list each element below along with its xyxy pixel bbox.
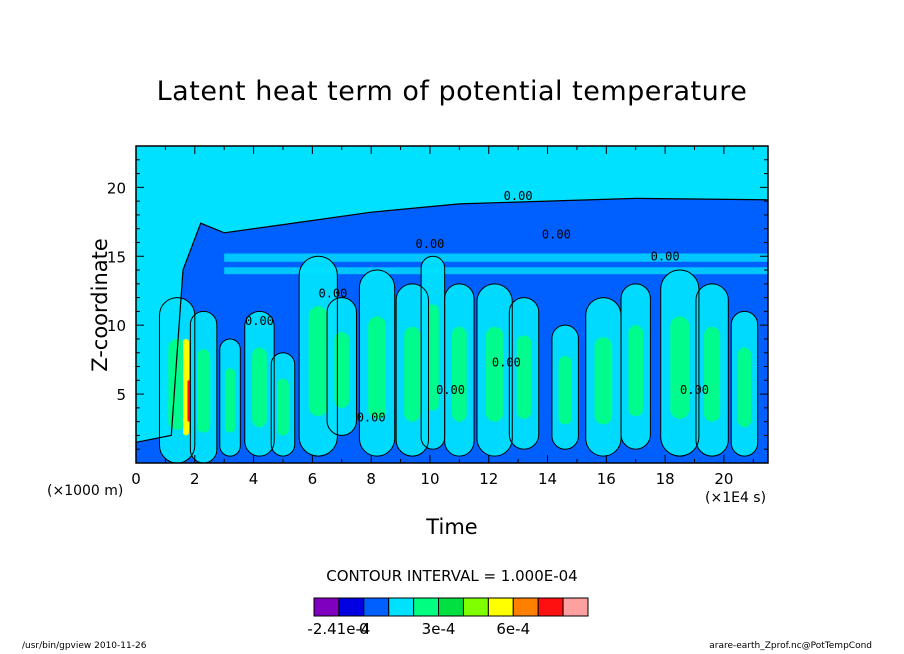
colorbar-label: 6e-4 bbox=[496, 620, 530, 638]
colorbar-swatch bbox=[512, 597, 539, 617]
contour-line bbox=[358, 269, 396, 457]
colorbar-swatch bbox=[413, 597, 440, 617]
x-tick-label: 18 bbox=[656, 470, 675, 488]
colorbar-swatch bbox=[487, 597, 514, 617]
contour-line bbox=[695, 283, 729, 457]
convective-core bbox=[737, 347, 752, 428]
colorbar-swatch bbox=[438, 597, 464, 617]
x-tick-label: 10 bbox=[420, 470, 439, 488]
x-tick-label: 12 bbox=[479, 470, 498, 488]
contour-label: 0.00 bbox=[318, 287, 347, 301]
layer-band bbox=[224, 253, 768, 262]
plot-frame bbox=[135, 145, 769, 464]
x-tick-label: 20 bbox=[714, 470, 733, 488]
x-tick-label: 0 bbox=[131, 470, 141, 488]
y-tick-label: 20 bbox=[107, 179, 126, 197]
convective-core bbox=[308, 306, 328, 417]
x-tick-label: 6 bbox=[308, 470, 318, 488]
x-axis-label: Time bbox=[426, 515, 478, 539]
contour-line bbox=[298, 255, 338, 457]
contour-line bbox=[159, 297, 196, 463]
y-axis-unit: (×1000 m) bbox=[47, 483, 124, 499]
x-tick-label: 14 bbox=[538, 470, 557, 488]
x-tick-label: 4 bbox=[249, 470, 259, 488]
contour-line bbox=[730, 310, 759, 457]
convective-core bbox=[252, 347, 267, 428]
convective-core bbox=[404, 326, 421, 422]
y-tick-label: 15 bbox=[107, 248, 126, 266]
x-axis-unit: (×1E4 s) bbox=[705, 490, 767, 506]
x-tick-label: 8 bbox=[366, 470, 376, 488]
contour-label: 0.00 bbox=[504, 189, 533, 203]
convective-core bbox=[558, 356, 572, 425]
convective-core bbox=[485, 326, 504, 422]
axes: 0 2 4 6 8 10 12 14 16 18 20 5 10 15 20 bbox=[107, 146, 768, 488]
convective-core bbox=[334, 332, 350, 408]
colorbar-swatch bbox=[363, 597, 390, 617]
contour-label: 0.00 bbox=[357, 411, 386, 425]
contour-interval-text: CONTOUR INTERVAL = 1.000E-04 bbox=[326, 567, 578, 585]
contour-line bbox=[244, 310, 275, 457]
convective-core bbox=[516, 335, 532, 419]
convective-core bbox=[628, 325, 644, 417]
footer-source-file: arare-earth_Zprof.nc@PotTempCond bbox=[709, 641, 872, 651]
contour-label: 0.00 bbox=[651, 249, 680, 263]
contour-label: 0.00 bbox=[492, 356, 521, 370]
contour-line bbox=[395, 283, 429, 457]
contour-line bbox=[551, 324, 579, 450]
contour-label: 0.00 bbox=[680, 383, 709, 397]
colorbar-label: 3e-4 bbox=[422, 620, 456, 638]
footer-program-date: /usr/bin/gpview 2010-11-26 bbox=[22, 641, 147, 651]
contour-line bbox=[508, 297, 540, 450]
contour-line bbox=[326, 297, 357, 436]
convective-core bbox=[368, 316, 386, 419]
chart-title: Latent heat term of potential temperatur… bbox=[156, 76, 748, 107]
colorbar-swatch bbox=[562, 597, 589, 617]
contour-label: 0.00 bbox=[416, 237, 445, 251]
convective-core bbox=[427, 304, 439, 411]
x-tick-label: 16 bbox=[597, 470, 616, 488]
convective-core bbox=[277, 378, 289, 436]
convective-core bbox=[594, 337, 613, 425]
contour-label: 0.00 bbox=[542, 227, 571, 241]
colorbar-label: -2.41e-4 bbox=[307, 620, 370, 638]
colorbar-swatch bbox=[462, 597, 489, 617]
contour-line bbox=[620, 283, 651, 450]
contour-line bbox=[270, 352, 296, 457]
cloud-top-contour bbox=[136, 197, 768, 443]
colorbar: -2.41e-40 3e-4 6e-4 bbox=[307, 597, 589, 638]
contour-line bbox=[660, 269, 700, 457]
contour-label: 0.00 bbox=[245, 314, 274, 328]
convective-core bbox=[704, 326, 721, 422]
colorbar-swatch bbox=[537, 597, 564, 617]
strongest-core bbox=[187, 380, 191, 422]
contour-line bbox=[444, 283, 475, 457]
colorbar-swatch bbox=[388, 597, 415, 617]
layer-band bbox=[224, 267, 768, 275]
plot-field: 0.00 0.00 0.00 0.00 0.00 0.00 0.00 0.00 0.00 0.00 bbox=[136, 146, 768, 463]
x-tick-label: 2 bbox=[190, 470, 200, 488]
colorbar-label: 0 bbox=[359, 620, 369, 638]
convective-core bbox=[196, 349, 211, 433]
convective-core bbox=[452, 326, 467, 422]
contour-label: 0.00 bbox=[436, 383, 465, 397]
contour-line bbox=[476, 283, 513, 457]
y-tick-label: 5 bbox=[116, 386, 126, 404]
colorbar-swatch bbox=[313, 597, 340, 617]
colorbar-swatch bbox=[338, 597, 365, 617]
convective-core bbox=[670, 316, 690, 419]
contour-line bbox=[219, 338, 241, 457]
convective-core bbox=[224, 368, 236, 433]
y-tick-label: 10 bbox=[107, 317, 126, 335]
